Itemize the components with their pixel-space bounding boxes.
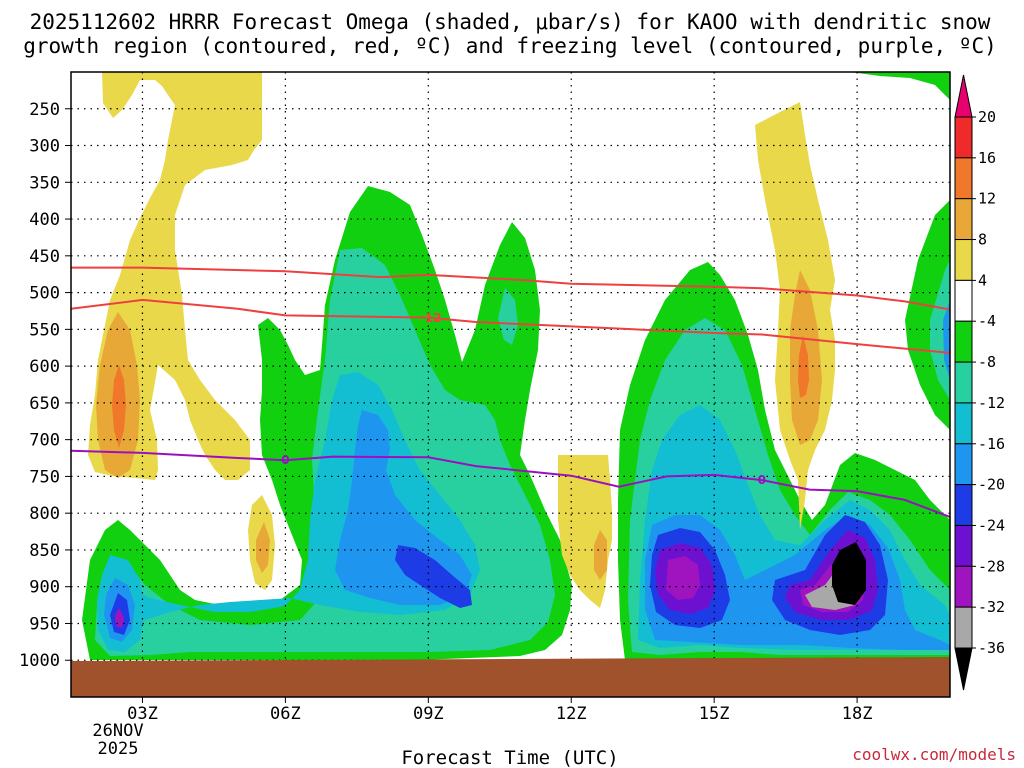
shade-upper-left-orange2: [112, 365, 126, 448]
y-tick-label: 400: [29, 210, 60, 230]
contour-freezing-level: [71, 449, 950, 518]
x-axis-label: Forecast Time (UTC): [401, 747, 618, 768]
ground-fill: [71, 657, 950, 697]
colorbar-box: [954, 198, 973, 241]
omega-shading: [82, 72, 950, 660]
y-tick-label: 850: [29, 541, 60, 561]
y-tick-label: 650: [29, 394, 60, 414]
credit-text: coolwx.com/models: [852, 745, 1016, 764]
x-axis: 03Z 06Z 09Z 12Z 15Z 18Z: [127, 697, 872, 724]
colorbar-box: [954, 565, 973, 608]
colorbar-box: [954, 239, 973, 281]
shade-right-black: [832, 542, 866, 605]
y-tick-label: 1000: [19, 651, 60, 671]
shade-right-orange2: [798, 335, 809, 398]
colorbar-label: -36: [978, 639, 1005, 657]
colorbar-label: 12: [978, 190, 996, 208]
colorbar-label: 8: [978, 231, 987, 249]
y-tick-label: 550: [29, 320, 60, 340]
chart-title-line2: growth region (contoured, red, ºC) and f…: [23, 34, 997, 58]
colorbar-bottom-triangle: [954, 647, 973, 691]
y-tick-label: 250: [29, 100, 60, 120]
colorbar-box: [954, 279, 973, 322]
colorbar-label: -8: [978, 353, 996, 371]
y-tick-label: 800: [29, 504, 60, 524]
colorbar-box: [954, 524, 973, 567]
y-tick-label: 450: [29, 247, 60, 267]
colorbar-label: -32: [978, 598, 1005, 616]
date-label-day: 26NOV: [92, 721, 143, 741]
y-tick-label: 300: [29, 137, 60, 157]
y-axis: 250 300 350 400 450 500 550 600 650 700 750 800 850 9…: [19, 100, 71, 671]
plot-frame: [70, 71, 951, 698]
date-label-year: 2025: [98, 739, 139, 759]
shade-small-orange-06z: [256, 522, 270, 573]
contour-label-dgz-lower: 12: [425, 311, 442, 325]
x-tick-label: 12Z: [556, 704, 587, 724]
y-tick-label: 600: [29, 357, 60, 377]
colorbar-box: [954, 443, 973, 486]
colorbar-box: [954, 361, 973, 404]
shade-top-right-green: [850, 72, 950, 100]
y-tick-label: 350: [29, 173, 60, 193]
colorbar-label: -24: [978, 516, 1005, 534]
shade-right-far-blue: [943, 300, 950, 380]
colorbar-top-triangle: [954, 74, 973, 118]
y-tick-label: 750: [29, 467, 60, 487]
colorbar-box: [954, 116, 973, 159]
colorbar-label: -28: [978, 557, 1005, 575]
colorbar-label: 20: [978, 108, 996, 126]
y-tick-label: 900: [29, 578, 60, 598]
contour-label-freezing-level: 0: [281, 453, 289, 467]
colorbar-label: 4: [978, 271, 987, 289]
x-tick-label: 15Z: [699, 704, 730, 724]
colorbar-label: -20: [978, 476, 1005, 494]
shade-mid-teal-small: [498, 288, 518, 345]
y-tick-label: 950: [29, 614, 60, 634]
colorbar-label: -16: [978, 435, 1005, 453]
colorbar-label: -12: [978, 394, 1005, 412]
contour-label-freezing-level: 0: [758, 473, 766, 487]
colorbar-box: [954, 484, 973, 526]
contour-dgz-lower: [71, 298, 950, 354]
chart-title-line1: 2025112602 HRRR Forecast Omega (shaded, …: [30, 10, 991, 34]
x-tick-label: 03Z: [127, 704, 158, 724]
colorbar-label: -4: [978, 312, 996, 330]
shade-mid-blue1: [335, 410, 472, 605]
colorbar-box: [954, 320, 973, 363]
shade-12z-orange: [594, 530, 607, 580]
colorbar: 20 16 12 8 4 -4 -8 -12 -16 -20 -24 -28 -32 -36: [954, 74, 1005, 691]
contour-lines: 12 0 0: [71, 266, 950, 518]
colorbar-box: [954, 157, 973, 200]
shade-right-far-teal: [930, 260, 950, 400]
colorbar-box: [954, 402, 973, 445]
contour-dgz-upper: [71, 266, 950, 311]
x-tick-label: 09Z: [413, 704, 444, 724]
colorbar-box: [954, 606, 973, 649]
x-tick-label: 18Z: [842, 704, 873, 724]
colorbar-label: 16: [978, 149, 996, 167]
y-tick-label: 500: [29, 284, 60, 304]
y-tick-label: 700: [29, 431, 60, 451]
gridlines: [71, 72, 950, 697]
x-tick-label: 06Z: [270, 704, 301, 724]
shade-mid-blue-dark: [395, 545, 472, 608]
